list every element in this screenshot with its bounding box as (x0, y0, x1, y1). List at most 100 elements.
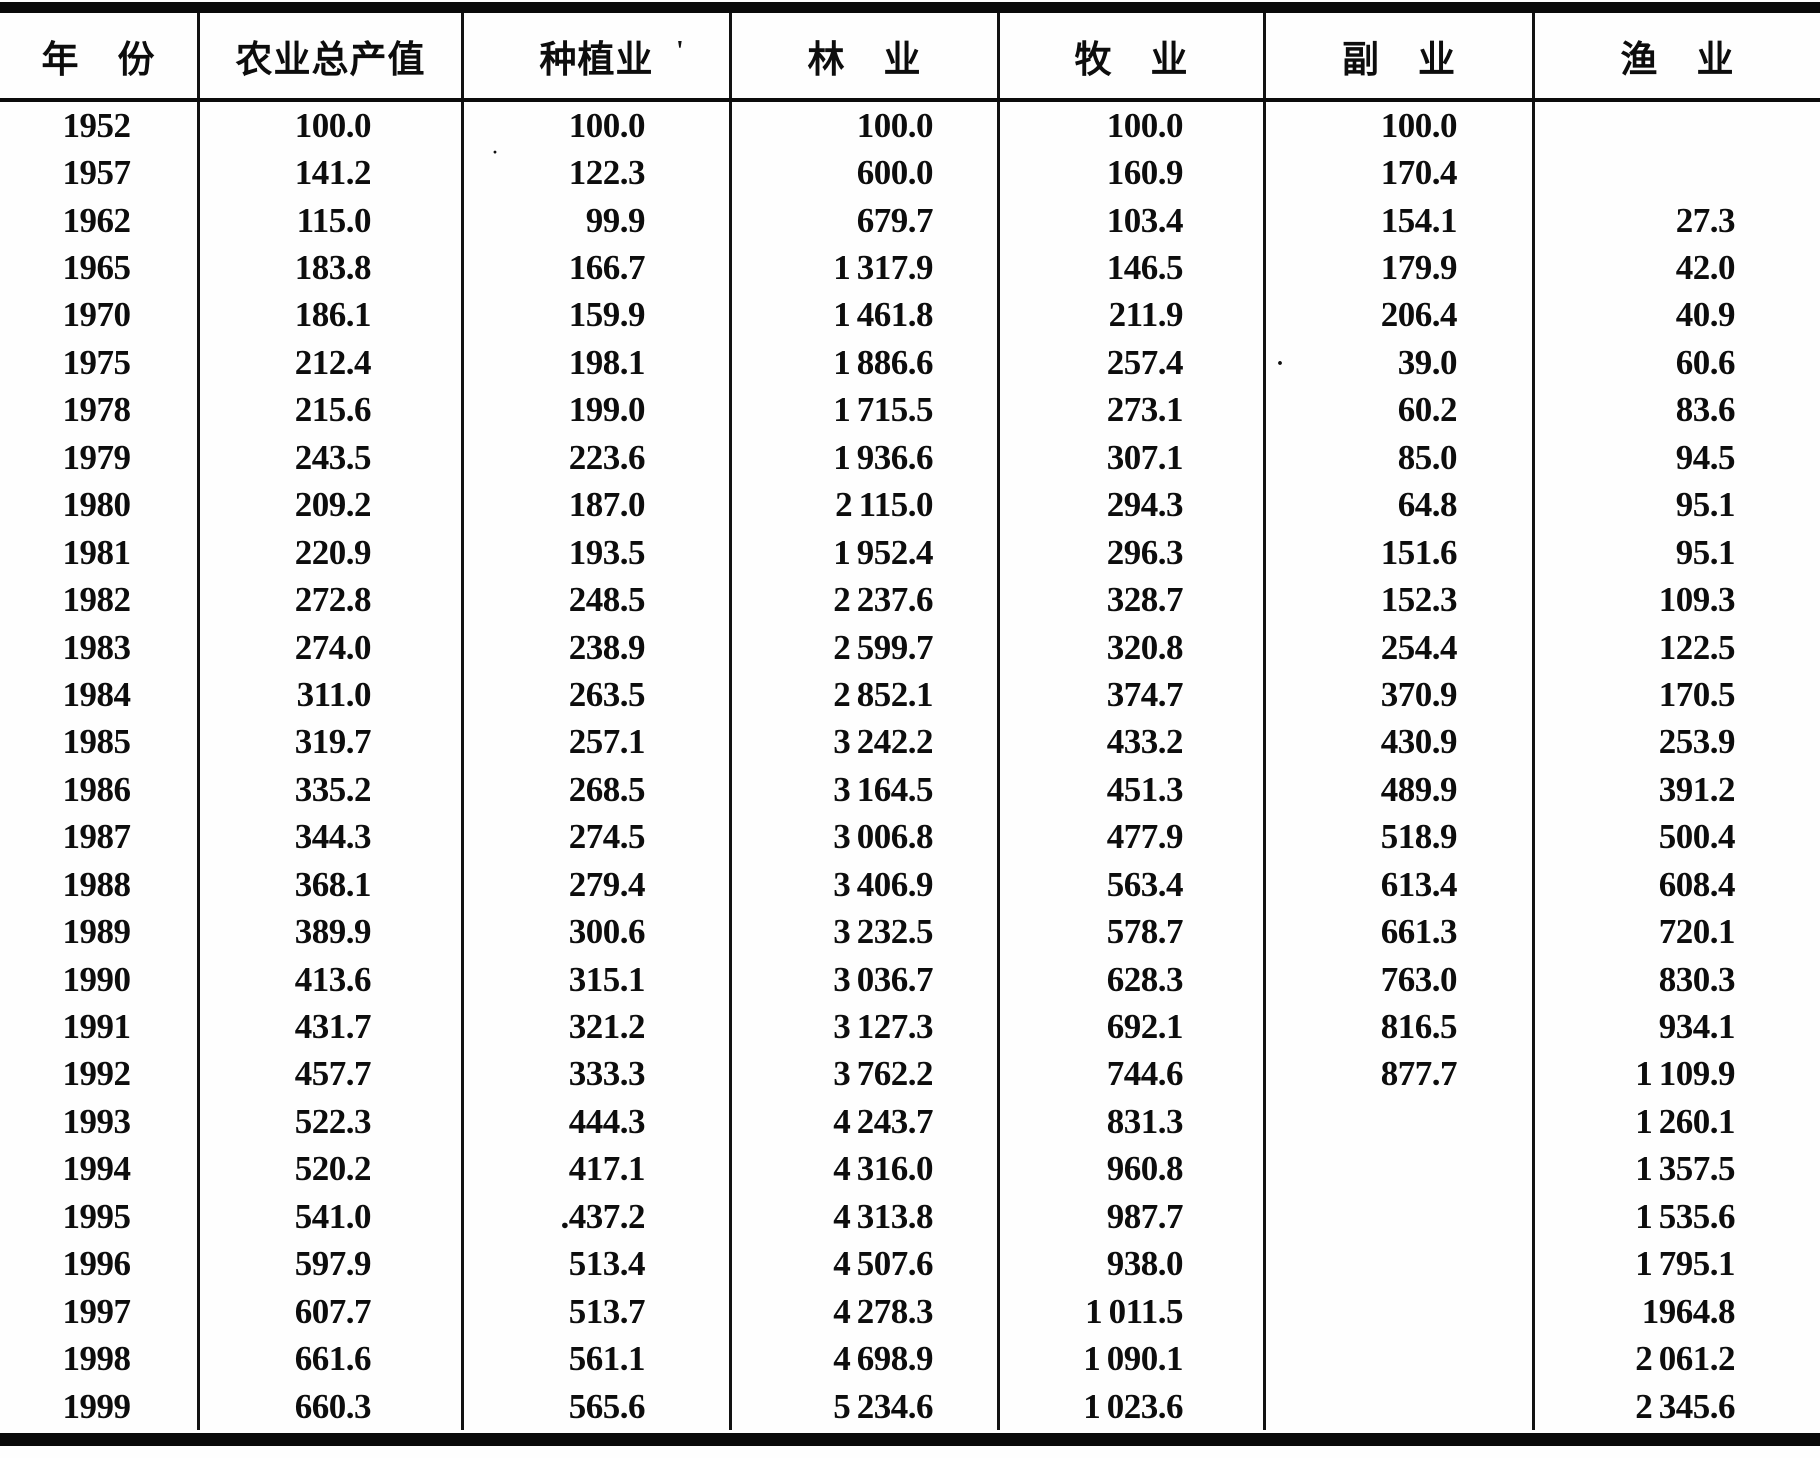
table-row: 1979 243.5 223.6 1 936.6 307.1 85.0 94.5 (0, 434, 1820, 482)
value-cell: 141.2 (200, 149, 464, 197)
value-cell: 830.3 (1658, 959, 1736, 999)
value-cell: 100.0 (1000, 102, 1266, 150)
year-cell: 1999 (0, 1382, 200, 1431)
value-cell: 679.7 (732, 196, 1000, 245)
value-cell: 193.5 (464, 528, 732, 577)
year-cell: 1984 (0, 671, 200, 719)
table-row: 1984 311.0 263.5 2 852.1 374.7 370.9 170.5 (0, 671, 1820, 719)
value-cell: 1 461.8 (732, 291, 1000, 340)
table-row: 1970 186.1 159.9 1 461.8 211.9 206.4 40.9 (0, 291, 1820, 340)
value-cell: 263.5 (464, 671, 732, 719)
year-cell: 1994 (0, 1145, 200, 1194)
table-row: 1980 209.2 187.0 2 115.0 294.3 64.8 95.1 (0, 481, 1820, 529)
value-cell: 122.3 (464, 149, 732, 197)
value-cell (1266, 1382, 1535, 1431)
value-cell (1535, 149, 1820, 196)
year-cell: 1952 (0, 102, 200, 150)
value-cell: 328.7 (1000, 576, 1266, 624)
value-cell: 344.3 (200, 813, 464, 861)
column-header: 农业总产值 (200, 13, 464, 98)
year-cell: 1962 (0, 196, 200, 245)
value-cell: 500.4 (1658, 817, 1736, 857)
table-row: 1985 319.7 257.1 3 242.2 433.2 430.9 253.9 (0, 718, 1820, 767)
value-cell: 27.3 (1675, 200, 1736, 240)
value-cell: 122.5 (1658, 627, 1736, 667)
value-cell: 2 061.2 (1635, 1339, 1735, 1379)
value-cell: 1 317.9 (732, 244, 1000, 292)
column-header: 种植业 (464, 13, 732, 98)
column-header: 牧 业 (1000, 13, 1266, 98)
table-row: 1999 660.3 565.6 5 234.6 1 023.6 2 345.6 (0, 1382, 1820, 1431)
value-cell: 1 023.6 (1000, 1382, 1266, 1431)
value-cell: 100.0 (1266, 102, 1535, 150)
value-cell: 294.3 (1000, 481, 1266, 529)
value-cell: 198.1 (464, 339, 732, 387)
value-cell: 1 011.5 (1000, 1287, 1266, 1336)
value-cell: 3 232.5 (732, 908, 1000, 956)
table-row: 1983 274.0 238.9 2 599.7 320.8 254.4 122.5 (0, 623, 1820, 672)
year-cell: 1982 (0, 576, 200, 624)
value-cell: 513.7 (464, 1287, 732, 1336)
table-row: 1981 220.9 193.5 1 952.4 296.3 151.6 95.1 (0, 528, 1820, 577)
value-cell: 597.9 (200, 1240, 464, 1288)
value-cell: 311.0 (200, 671, 464, 719)
value-cell: 300.6 (464, 908, 732, 956)
year-cell: 1981 (0, 528, 200, 577)
table-row: 1988 368.1 279.4 3 406.9 563.4 613.4 608.4 (0, 861, 1820, 909)
value-cell: 3 006.8 (732, 813, 1000, 861)
value-cell (1535, 102, 1820, 149)
value-cell: 2 345.6 (1635, 1386, 1735, 1426)
value-cell: 4 313.8 (732, 1193, 1000, 1241)
value-cell: 1964.8 (1641, 1291, 1736, 1331)
year-cell: 1990 (0, 955, 200, 1004)
value-cell: 457.7 (200, 1050, 464, 1099)
year-cell: 1987 (0, 813, 200, 861)
year-cell: 1985 (0, 718, 200, 767)
table-row: 1982 272.8 248.5 2 237.6 328.7 152.3 109.3 (0, 576, 1820, 624)
value-cell: 3 127.3 (732, 1003, 1000, 1051)
value-cell: 254.4 (1266, 623, 1535, 672)
value-cell (1266, 1335, 1535, 1383)
value-cell: 209.2 (200, 481, 464, 529)
value-cell (1266, 1193, 1535, 1241)
value-cell: 257.1 (464, 718, 732, 767)
value-cell: 451.3 (1000, 766, 1266, 814)
value-cell: 279.4 (464, 861, 732, 909)
data-rows: 1952 100.0 100.0 100.0 100.0 100.0 1957 141.2 12… (0, 102, 1820, 1431)
value-cell: 1 952.4 (732, 528, 1000, 577)
value-cell: 565.6 (464, 1382, 732, 1431)
value-cell: .437.2 (464, 1193, 732, 1241)
value-cell: 1 090.1 (1000, 1335, 1266, 1383)
value-cell: 391.2 (1658, 769, 1736, 809)
value-cell: 1 886.6 (732, 339, 1000, 387)
value-cell: 95.1 (1675, 532, 1736, 572)
value-cell: 335.2 (200, 766, 464, 814)
value-cell: 520.2 (200, 1145, 464, 1194)
value-cell: 489.9 (1266, 766, 1535, 814)
value-cell: 541.0 (200, 1193, 464, 1241)
statistics-table: 年 份农业总产值 种植业林 业牧 业副 业渔 业 1952 100.0 100.0 10… (0, 13, 1820, 1431)
value-cell: 608.4 (1658, 864, 1736, 904)
value-cell: 212.4 (200, 339, 464, 387)
value-cell: 274.5 (464, 813, 732, 861)
value-cell: 430.9 (1266, 718, 1535, 767)
table-row: 1952 100.0 100.0 100.0 100.0 100.0 (0, 102, 1820, 150)
value-cell: 960.8 (1000, 1145, 1266, 1194)
value-cell: 938.0 (1000, 1240, 1266, 1288)
value-cell: 370.9 (1266, 671, 1535, 719)
year-cell: 1998 (0, 1335, 200, 1383)
table-row: 1978 215.6 199.0 1 715.5 273.1 60.2 83.6 (0, 386, 1820, 435)
table-row: 1997 607.7 513.7 4 278.3 1 011.5 1964.8 (0, 1287, 1820, 1336)
value-cell: 987.7 (1000, 1193, 1266, 1241)
year-cell: 1996 (0, 1240, 200, 1288)
value-cell: 64.8 (1266, 481, 1535, 529)
year-cell: 1989 (0, 908, 200, 956)
value-cell: 268.5 (464, 766, 732, 814)
value-cell: 272.8 (200, 576, 464, 624)
value-cell: 3 036.7 (732, 955, 1000, 1004)
value-cell: 1 109.9 (1635, 1054, 1735, 1094)
value-cell: 199.0 (464, 386, 732, 435)
table-row: 1991 431.7 321.2 3 127.3 692.1 816.5 934.1 (0, 1003, 1820, 1051)
year-cell: 1980 (0, 481, 200, 529)
value-cell: 3 762.2 (732, 1050, 1000, 1099)
